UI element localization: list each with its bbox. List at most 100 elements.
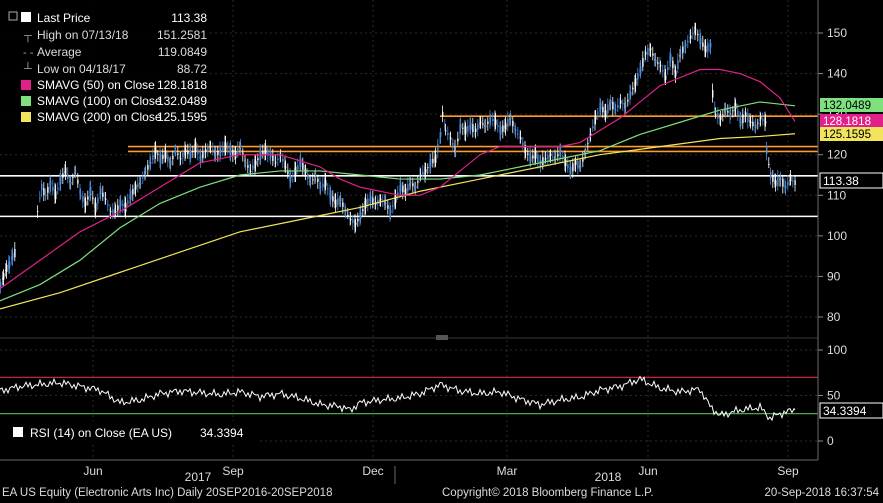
candle-body [465,126,467,135]
candle-body [67,174,69,179]
candle-body [444,125,446,127]
candle-body [57,187,59,189]
candle-body [79,189,81,195]
candle-body [480,121,482,123]
badge-smavg50: 128.1818 [820,114,883,128]
candle-body [685,43,687,47]
price-legend: Last Price 113.38 ┬ High on 07/13/18 151… [0,0,210,128]
x-label-sep-2018: Sep [777,464,799,478]
candle-body [407,184,409,192]
candle-body [372,197,374,205]
candle-body [145,170,147,172]
candle-body [337,198,339,206]
candle-body [110,210,112,213]
candle-body [77,179,79,184]
candle-body [514,128,516,130]
candle-body [379,199,381,201]
average-marker-icon: - - [23,47,34,59]
candle-body [80,195,82,197]
candle-body [202,152,204,159]
candle-body [349,217,351,221]
candle-body [392,205,394,207]
candle-body [714,107,716,110]
candle-body [425,169,427,173]
candle-body [650,48,652,51]
candle-body [135,184,137,190]
candle-body [6,264,8,272]
candle-body [85,201,87,206]
candle-body [242,152,244,155]
candle-body [420,174,422,176]
candle-body [310,183,312,185]
candle-body [314,174,316,178]
candle-body [390,210,392,213]
candle-body [670,53,672,61]
candle-body [615,109,617,111]
candle-body [782,178,784,187]
candle-body [74,172,76,174]
candle-body [792,180,794,182]
candle-body [2,277,4,280]
legend-low-value: 88.72 [177,62,207,76]
candle-body [490,117,492,119]
candle-body [282,158,284,162]
candle-body [710,42,712,48]
candle-body [572,163,574,172]
candle-body [707,43,709,52]
candle-body [157,153,159,155]
candle-body [405,188,407,195]
candle-body [766,147,768,155]
candle-body [165,150,167,159]
badge-last-price-text: 113.38 [823,174,859,188]
candle-body [472,124,474,133]
candle-body [452,142,454,145]
candle-body [342,202,344,207]
candle-body [180,158,182,160]
sma100-line [0,101,796,302]
sma200-line [0,133,796,310]
candle-body [250,170,252,172]
candle-body [352,219,354,224]
candle-body [457,138,459,142]
candle-body [680,52,682,54]
candle-body [132,188,134,195]
legend-average-value: 119.0849 [158,45,207,59]
price-tick-label: 90 [827,269,841,283]
candle-body [412,183,414,187]
candle-body [0,282,2,287]
rsi-legend-value: 34.3394 [200,426,244,440]
candle-body [11,256,13,261]
candle-body [160,154,162,164]
candle-body [167,155,169,162]
candle-body [142,177,144,179]
candle-body [580,166,582,168]
candle-body [255,160,257,165]
candle-body [332,196,334,202]
candle-body [590,133,592,136]
candle-body [117,205,119,211]
candle-body [127,200,129,204]
price-grid [0,0,818,460]
candle-body [687,40,689,43]
price-tick-label: 150 [827,26,847,40]
candle-body [442,111,444,117]
candle-body [467,125,469,132]
candle-body [144,171,146,174]
badge-smavg100-text: 132.0489 [823,100,871,112]
candle-body [740,118,742,126]
candle-body [319,182,321,190]
legend-smavg50-value: 128.1818 [157,78,207,92]
badge-smavg200-text: 125.1595 [823,129,871,141]
candle-body [732,110,734,112]
x-label-dec-2017: Dec [362,464,383,478]
candle-body [545,158,547,160]
candle-body [387,205,389,209]
candle-body [642,57,644,67]
legend-collapse-icon[interactable] [8,11,18,21]
candle-body [482,123,484,125]
candle-body [565,159,567,167]
candle-body [515,129,517,132]
candle-body [205,149,207,153]
candle-body [309,181,311,183]
